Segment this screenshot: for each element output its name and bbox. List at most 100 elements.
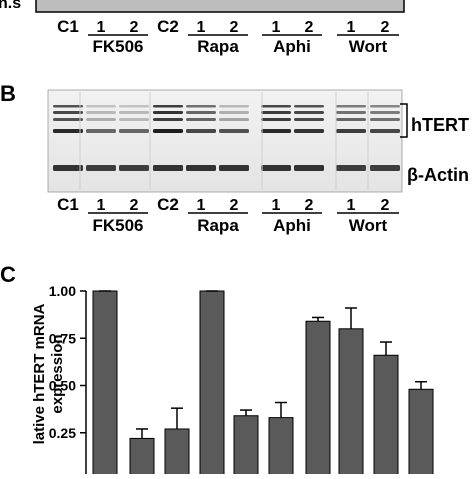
gel-band	[219, 129, 249, 133]
gel-band	[294, 105, 324, 108]
lane-label: 1	[347, 19, 356, 36]
gel-band	[219, 111, 249, 114]
panel-b-group-labels: FK506 Rapa Aphi Wort	[88, 212, 399, 235]
gel-band	[370, 111, 400, 114]
group-label: Rapa	[197, 216, 239, 235]
lane-label: 1	[272, 197, 281, 214]
gel-band	[119, 118, 149, 121]
lane-label: 1	[97, 19, 106, 36]
gel-band	[294, 118, 324, 121]
gel-band	[186, 105, 216, 108]
panel-c: C lative hTERT mRNA expression 0.250.500…	[0, 262, 434, 479]
panel-b-gel-bands	[53, 92, 400, 190]
gel-band	[261, 129, 291, 133]
band-label-actin: β-Actin	[407, 165, 469, 185]
gel-band	[153, 105, 183, 108]
panel-a-lane-labels: C1 1 2 C2 1 2 1 2 1 2	[57, 17, 389, 36]
gel-band	[261, 165, 291, 171]
gel-band	[370, 129, 400, 133]
gel-band	[370, 105, 400, 108]
lane-label: 1	[347, 197, 356, 214]
panel-b-lane-labels: C1 1 2 C2 1 2 1 2 1 2	[57, 195, 389, 214]
gel-band	[294, 165, 324, 171]
group-label: Aphi	[273, 37, 311, 56]
panel-a-group-labels: FK506 Rapa Aphi Wort	[88, 34, 399, 56]
gel-band	[86, 165, 116, 171]
lane-label: 2	[381, 19, 390, 36]
lane-label: 2	[305, 197, 314, 214]
bar	[233, 415, 259, 479]
y-axis-title-line-2: expression	[49, 334, 66, 413]
gel-band	[86, 111, 116, 114]
gel-band	[186, 118, 216, 121]
lane-label: 2	[305, 19, 314, 36]
gel-band	[119, 165, 149, 171]
gel-band	[153, 118, 183, 121]
lane-label: 1	[272, 19, 281, 36]
gel-band	[119, 105, 149, 108]
panel-c-label: C	[0, 262, 16, 287]
gel-band	[261, 105, 291, 108]
lane-label: 2	[230, 197, 239, 214]
htert-bracket	[400, 103, 408, 138]
lane-label: C2	[157, 17, 179, 36]
gel-band	[261, 118, 291, 121]
gel-band	[336, 165, 366, 171]
lane-label: 2	[130, 197, 139, 214]
gel-band	[336, 111, 366, 114]
gel-band	[370, 165, 400, 171]
panel-b-label: B	[0, 81, 16, 106]
bar	[408, 388, 434, 479]
lane-label: 1	[197, 19, 206, 36]
panel-a-label-fragment: n.s	[0, 0, 21, 12]
panel-a: n.s C1 1 2 C2 1 2 1 2 1 2 FK506 Rapa Aphi Wort	[0, 0, 405, 56]
bar	[305, 320, 331, 479]
bar	[373, 354, 399, 479]
gel-band	[153, 111, 183, 114]
panel-b: B hTERT β-Actin C1 1 2 C2 1 2 1 2 1 2 FK506 Rapa Ap…	[0, 81, 469, 235]
gel-band	[153, 165, 183, 171]
y-axis-ticks: 0.25 0.50 0.75 1.00	[49, 283, 86, 441]
bar	[199, 290, 225, 479]
gel-band	[370, 118, 400, 121]
lane-label: C1	[57, 17, 79, 36]
gel-band	[294, 129, 324, 133]
lane-label: 2	[381, 197, 390, 214]
gel-band	[261, 111, 291, 114]
gel-band	[86, 129, 116, 133]
gel-band	[86, 118, 116, 121]
gel-band	[186, 165, 216, 171]
gel-band	[86, 105, 116, 108]
band-label-htert: hTERT	[411, 115, 469, 135]
group-label: Aphi	[273, 216, 311, 235]
gel-band	[336, 118, 366, 121]
gel-band	[53, 129, 83, 133]
y-tick-label: 1.00	[49, 283, 76, 299]
gel-band	[219, 118, 249, 121]
y-tick-label: 0.25	[49, 425, 76, 441]
gel-band	[336, 129, 366, 133]
gel-band	[119, 129, 149, 133]
gel-band	[186, 129, 216, 133]
bar	[92, 290, 118, 479]
group-label: Wort	[349, 37, 388, 56]
panel-a-gel-image	[35, 0, 405, 13]
lane-label: C1	[57, 195, 79, 214]
gel-band	[53, 165, 83, 171]
bar	[164, 428, 190, 479]
lane-label: 1	[197, 197, 206, 214]
group-label: Wort	[349, 216, 388, 235]
gel-band	[219, 165, 249, 171]
group-label: FK506	[92, 216, 143, 235]
y-tick-label: 0.75	[49, 330, 76, 346]
bar	[129, 437, 155, 479]
bar	[338, 328, 364, 479]
y-tick-label: 0.50	[49, 378, 76, 394]
gel-band	[153, 129, 183, 133]
group-label: Rapa	[197, 37, 239, 56]
lane-label: 2	[130, 19, 139, 36]
gel-band	[53, 105, 83, 108]
lane-label: C2	[157, 195, 179, 214]
gel-band	[53, 118, 83, 121]
